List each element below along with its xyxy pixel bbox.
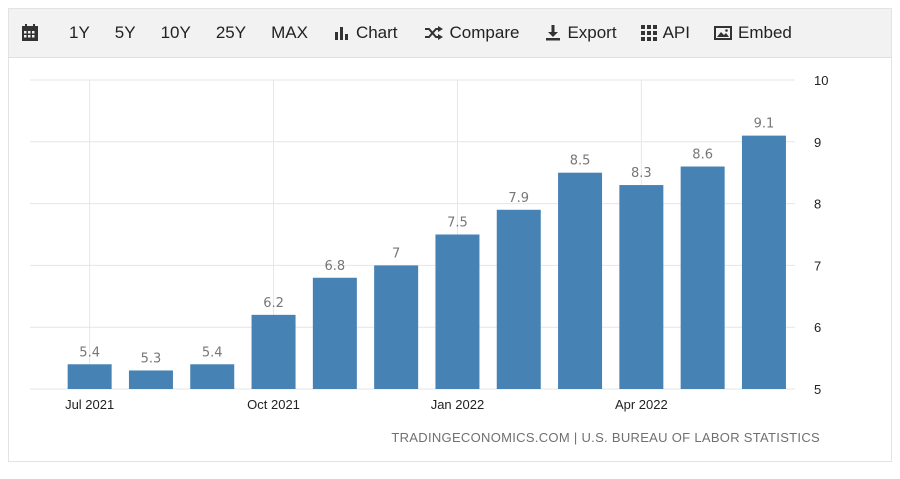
- bar-value-label: 5.4: [202, 345, 223, 360]
- api-button[interactable]: API: [640, 9, 690, 57]
- bar: [680, 166, 725, 389]
- shuffle-icon: [424, 26, 443, 40]
- bar-value-label: 9.1: [754, 117, 775, 132]
- bar-chart-icon: [334, 27, 348, 40]
- y-tick-label: 10: [814, 73, 828, 88]
- bar-value-label: 5.3: [141, 351, 162, 366]
- x-tick-label: Jul 2021: [65, 397, 114, 412]
- y-tick-label: 8: [814, 197, 821, 212]
- bar-value-label: 7.9: [508, 191, 529, 206]
- bar-value-label: 7.5: [447, 216, 468, 231]
- embed-label: Embed: [737, 23, 792, 42]
- bar: [496, 209, 541, 389]
- bar-value-label: 7: [392, 246, 400, 261]
- range-10y-button[interactable]: 10Y: [160, 23, 191, 42]
- range-max-button[interactable]: MAX: [271, 23, 308, 42]
- grid-icon: [640, 25, 657, 41]
- calendar-icon: [22, 24, 38, 41]
- bar: [128, 370, 173, 389]
- download-icon: [546, 25, 561, 41]
- bar-value-label: 6.2: [263, 296, 284, 311]
- y-tick-label: 5: [814, 382, 821, 397]
- y-tick-label: 7: [814, 258, 821, 273]
- bar-value-label: 8.3: [631, 166, 652, 181]
- bar-value-label: 6.8: [325, 259, 346, 274]
- chart-type-label: Chart: [355, 23, 398, 42]
- bar-value-label: 8.6: [692, 148, 713, 163]
- bar: [251, 314, 296, 389]
- x-tick-label: Jan 2022: [431, 397, 485, 412]
- chart-type-button[interactable]: Chart: [334, 9, 398, 57]
- bar: [190, 364, 235, 389]
- x-tick-label: Apr 2022: [615, 397, 668, 412]
- image-icon: [713, 26, 732, 40]
- bar: [435, 234, 480, 389]
- export-button[interactable]: Export: [545, 9, 617, 57]
- compare-button[interactable]: Compare: [424, 9, 520, 57]
- bar: [558, 172, 603, 389]
- range-25y-button[interactable]: 25Y: [215, 23, 247, 42]
- y-tick-label: 6: [814, 320, 821, 335]
- bar: [312, 277, 357, 389]
- bar: [67, 364, 112, 389]
- bar: [374, 265, 419, 389]
- calendar-button[interactable]: [21, 9, 39, 57]
- bar: [619, 185, 664, 389]
- x-tick-label: Oct 2021: [247, 397, 300, 412]
- bar-value-label: 5.4: [79, 345, 100, 360]
- chart-toolbar: 1Y 5Y 10Y 25Y MAX Chart Compare Export: [9, 9, 891, 58]
- compare-label: Compare: [449, 23, 520, 42]
- api-label: API: [662, 23, 690, 42]
- source-attribution: TRADINGECONOMICS.COM | U.S. BUREAU OF LA…: [391, 430, 820, 445]
- embed-button[interactable]: Embed: [713, 9, 792, 57]
- export-label: Export: [567, 23, 617, 42]
- range-1y-button[interactable]: 1Y: [69, 23, 90, 42]
- bar-value-label: 8.5: [570, 154, 591, 169]
- bar: [741, 135, 786, 389]
- range-5y-button[interactable]: 5Y: [114, 23, 136, 42]
- y-tick-label: 9: [814, 135, 821, 150]
